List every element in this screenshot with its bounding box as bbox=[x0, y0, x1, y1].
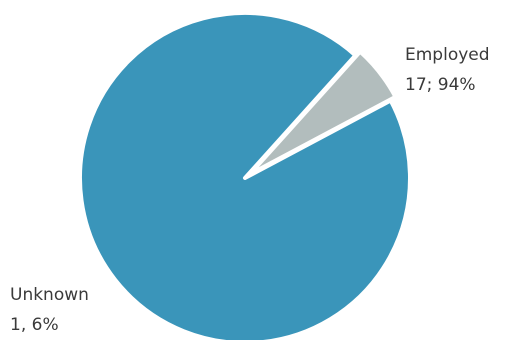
slice-value-employed: 17; 94% bbox=[405, 75, 476, 95]
pie-slices bbox=[78, 11, 412, 340]
slice-label-unknown: Unknown bbox=[10, 285, 89, 305]
slice-value-unknown: 1, 6% bbox=[10, 315, 59, 335]
pie-slice-unknown bbox=[247, 49, 398, 177]
slice-label-employed: Employed bbox=[405, 45, 490, 65]
pie-slice-employed bbox=[78, 11, 412, 340]
